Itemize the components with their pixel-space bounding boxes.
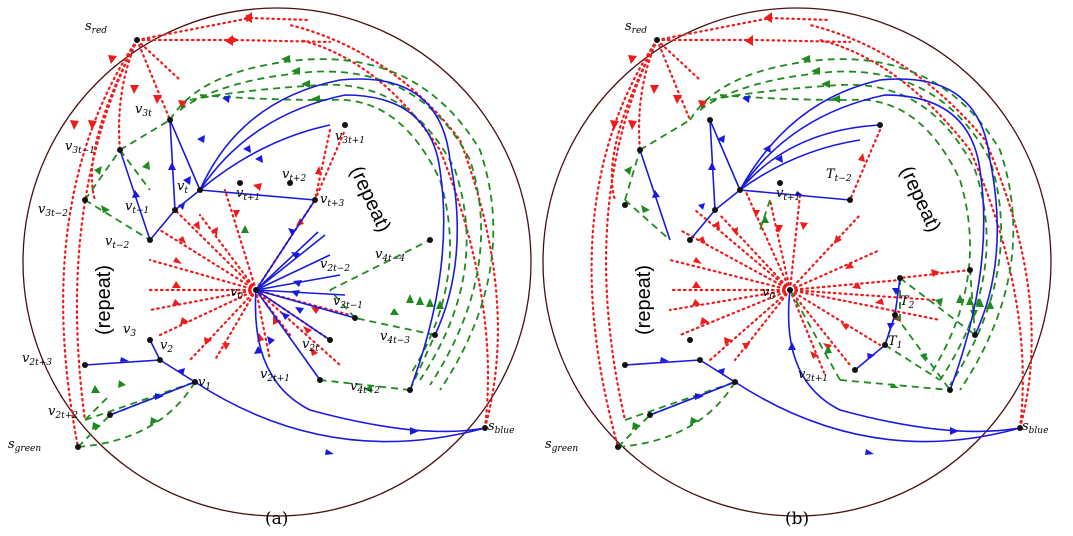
blue-edges-b [624, 78, 1021, 443]
label-v2t+3-a: v2t+3 [22, 351, 52, 368]
blue-arrowheads-b [652, 95, 959, 455]
vertices-b [615, 37, 1023, 450]
repeat-label-left-a: (repeat) [93, 265, 115, 335]
blue-spokes-a [84, 78, 486, 443]
repeat-label-right-b: (repeat) [895, 163, 945, 236]
label-v3t-1-a: v3t−1 [65, 139, 95, 156]
label-v2t+1-a: v2t+1 [260, 367, 290, 384]
green-arrowheads-b [624, 55, 994, 430]
label-v3t+1-a: v3t+1 [335, 129, 365, 146]
label-v3-a: v3 [123, 322, 136, 339]
label-s-blue-b: sblue [1022, 419, 1048, 436]
red-arrowheads-b [610, 12, 940, 359]
label-vt+1-b: vt+1 [776, 186, 800, 203]
label-v0-b: v0 [762, 285, 775, 302]
label-s-red-a: sred [85, 19, 107, 36]
label-vt+2-a: vt+2 [282, 167, 307, 184]
repeat-label-right-a: (repeat) [345, 163, 395, 236]
label-v3t-2-a: v3t−2 [38, 202, 68, 219]
caption-a: (a) [265, 509, 288, 529]
label-v4t-2-a: v4t−2 [350, 379, 380, 396]
label-vt+1-a: vt+1 [236, 186, 260, 203]
repeat-label-left-b: (repeat) [633, 265, 655, 335]
labels-a: sred sgreen sblue v0 v1 v2 v3 v2t+3 v2t+… [8, 19, 514, 529]
label-vt-a: vt [177, 179, 188, 196]
label-v2t-a: v2t [302, 337, 319, 354]
label-v2t+2-a: v2t+2 [48, 404, 78, 421]
label-v3t-a: v3t [135, 102, 152, 119]
red-outer-arcs-a [62, 14, 499, 449]
label-s-green-a: sgreen [8, 437, 41, 454]
label-vt+3-a: vt+3 [320, 192, 345, 209]
label-v2t+1-b: v2t+1 [798, 367, 828, 384]
label-t2-b: T2 [900, 294, 915, 311]
green-arcs-b [617, 58, 1015, 448]
green-arrowheads-a [91, 55, 444, 430]
label-t1-b: T1 [888, 334, 902, 351]
red-arrowheads-a [70, 12, 252, 130]
panel-b: sred sgreen sblue v0 vt+1 v2t+1 T1 T2 Tt… [542, 7, 1052, 529]
red-spokes-a [148, 128, 352, 367]
blue-arrowheads-a [120, 95, 419, 455]
label-s-red-b: sred [625, 19, 647, 36]
label-s-blue-a: sblue [488, 419, 514, 436]
label-v0-a: v0 [230, 285, 243, 302]
outer-boundary-b [542, 7, 1052, 517]
label-v4t-3-a: v4t−3 [380, 329, 410, 346]
label-v2t-1-a: v2t−1 [333, 294, 363, 311]
label-vt-1-a: vt−1 [125, 199, 149, 216]
label-v1-a: v1 [198, 375, 211, 392]
label-tt-2-b: Tt−2 [826, 167, 852, 184]
panel-a: sred sgreen sblue v0 v1 v2 v3 v2t+3 v2t+… [8, 7, 532, 529]
label-vt-2-a: vt−2 [105, 234, 130, 251]
green-arcs-a [77, 58, 495, 448]
label-s-green-b: sgreen [545, 437, 578, 454]
label-v2t-2-a: v2t−2 [320, 257, 350, 274]
outer-boundary-a [22, 7, 532, 517]
vertices-a [75, 37, 488, 450]
caption-b: (b) [785, 509, 809, 529]
label-v4t-4-a: v4t−4 [375, 247, 405, 264]
label-v2-a: v2 [160, 338, 173, 355]
labels-b: sred sgreen sblue v0 vt+1 v2t+1 T1 T2 Tt… [545, 19, 1048, 529]
